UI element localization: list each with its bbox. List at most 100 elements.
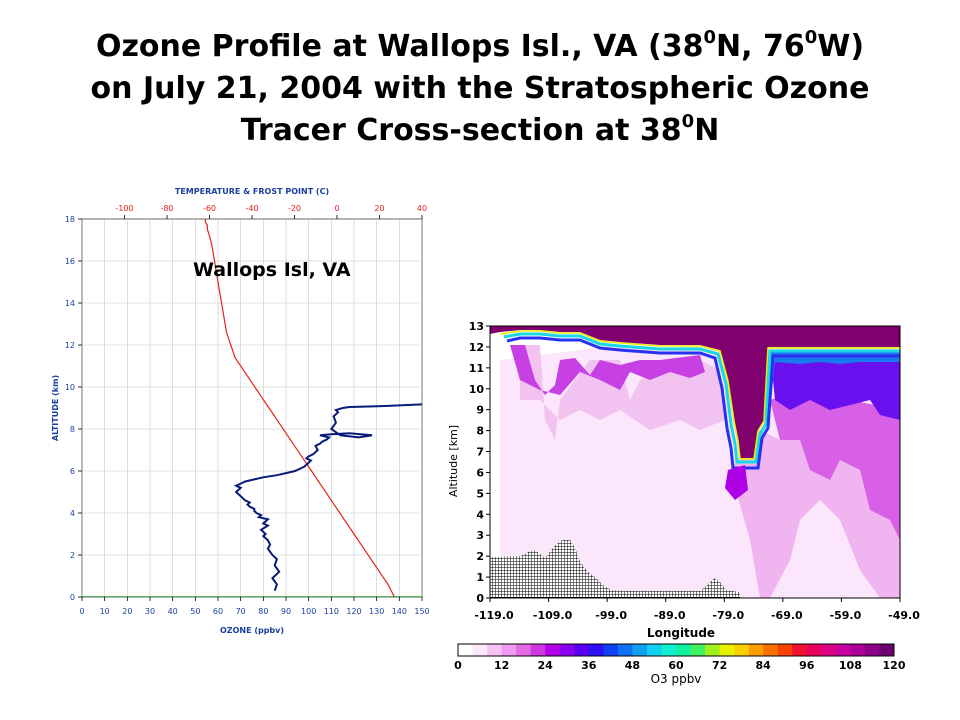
cross-section-y-tick-label: 0 xyxy=(476,592,484,605)
heatmap-stratosphere xyxy=(490,326,900,458)
colorbar-swatch xyxy=(603,644,619,656)
title-text: N xyxy=(694,113,720,148)
profile-grid xyxy=(81,218,423,598)
colorbar-swatch xyxy=(574,644,590,656)
profile-y-tick-label: 0 xyxy=(70,593,75,602)
cross-section-plot-area xyxy=(489,325,901,599)
cross-section-y-axis-title: Altitude [km] xyxy=(447,425,460,497)
title-text: Tracer Cross-section at 38 xyxy=(240,113,682,148)
colorbar-swatch xyxy=(719,644,735,656)
profile-y-tick-label: 6 xyxy=(70,467,75,476)
profile-top-tick-label: -20 xyxy=(288,204,301,213)
colorbar-tick-label: 60 xyxy=(668,659,684,672)
colorbar-swatch xyxy=(646,644,662,656)
profile-x-tick-label: 140 xyxy=(392,607,407,616)
profile-x-tick-label: 50 xyxy=(190,607,200,616)
profile-top-tick-label: 40 xyxy=(417,204,427,213)
profile-x-tick-label: 70 xyxy=(236,607,246,616)
cross-section-y-tick-label: 2 xyxy=(476,550,484,563)
cross-section-y-tick-label: 13 xyxy=(469,320,484,333)
profile-x-tick-label: 30 xyxy=(145,607,155,616)
colorbar-swatch xyxy=(545,644,561,656)
profile-top-tick-label: -40 xyxy=(245,204,258,213)
colorbar-tick-label: 84 xyxy=(756,659,772,672)
colorbar-label: O3 ppbv xyxy=(651,672,702,686)
colorbar-swatch xyxy=(705,644,721,656)
colorbar-swatch xyxy=(559,644,575,656)
colorbar-swatch xyxy=(835,644,851,656)
profile-x-tick-label: 90 xyxy=(281,607,291,616)
colorbar-swatch xyxy=(487,644,503,656)
cross-section-y-tick-label: 7 xyxy=(476,446,484,459)
temperature-series-line xyxy=(204,219,395,597)
colorbar-swatch xyxy=(821,644,837,656)
profile-x-tick-label: 150 xyxy=(414,607,429,616)
colorbar-ticks: 0 12 24 36 48 60 72 84 96 108 120 xyxy=(454,659,906,672)
colorbar-swatch xyxy=(501,644,517,656)
heatmap-mid-region-left xyxy=(510,345,705,395)
cross-section-y-tick-label: 6 xyxy=(476,466,484,479)
cross-section-y-tick-label: 3 xyxy=(476,529,484,542)
cross-section-x-tick-label: -99.0 xyxy=(595,609,627,622)
profile-top-tick-label: -80 xyxy=(160,204,173,213)
colorbar-tick-label: 108 xyxy=(839,659,862,672)
cross-section-x-axis-title: Longitude xyxy=(647,626,715,640)
cross-section-y-tick-label: 10 xyxy=(469,383,485,396)
terrain-hatch xyxy=(490,540,740,598)
profile-y-ticks: 0 2 4 6 8 10 12 14 16 18 xyxy=(65,215,82,602)
colorbar-swatch xyxy=(458,644,474,656)
profile-top-tick-label: 20 xyxy=(374,204,384,213)
colorbar-tick-label: 36 xyxy=(581,659,597,672)
profile-x-tick-label: 100 xyxy=(301,607,316,616)
title-text: W) xyxy=(817,29,865,64)
title-text: on July 21, 2004 with the Stratospheric … xyxy=(90,71,870,106)
profile-y-tick-label: 10 xyxy=(65,383,75,392)
profile-top-axis-title: TEMPERATURE & FROST POINT (C) xyxy=(175,187,329,196)
cross-section-y-tick-label: 1 xyxy=(476,571,484,584)
cross-section-y-tick-label: 11 xyxy=(469,362,484,375)
profile-x-tick-label: 110 xyxy=(324,607,339,616)
colorbar-swatch xyxy=(617,644,633,656)
title-line: on July 21, 2004 with the Stratospheric … xyxy=(0,68,960,110)
colorbar-swatch xyxy=(792,644,808,656)
colorbar-tick-label: 24 xyxy=(538,659,554,672)
colorbar-tick-label: 72 xyxy=(712,659,727,672)
cross-section-x-tick-label: -49.0 xyxy=(888,609,920,622)
profile-x-tick-label: 20 xyxy=(122,607,132,616)
colorbar-swatch xyxy=(763,644,779,656)
profile-x-tick-label: 80 xyxy=(258,607,268,616)
colorbar-swatch xyxy=(588,644,604,656)
colorbar-swatch xyxy=(661,644,677,656)
profile-y-tick-label: 18 xyxy=(65,215,75,224)
cross-section-x-tick-label: -109.0 xyxy=(533,609,573,622)
cross-section-y-tick-label: 12 xyxy=(469,341,484,354)
colorbar-tick-label: 48 xyxy=(625,659,640,672)
title-superscript: 0 xyxy=(804,27,818,48)
colorbar-tick-label: 120 xyxy=(883,659,906,672)
cross-section-x-ticks: -119.0 -109.0 -99.0 -89.0 -79.0 -69.0 -59.0 -49… xyxy=(474,598,920,622)
colorbar-swatch xyxy=(777,644,793,656)
colorbar-swatch xyxy=(864,644,880,656)
profile-y-tick-label: 14 xyxy=(65,299,75,308)
title-text: N, 76 xyxy=(716,29,805,64)
profile-x-tick-label: 60 xyxy=(213,607,223,616)
colorbar-swatch xyxy=(632,644,648,656)
profile-y-tick-label: 4 xyxy=(70,509,75,518)
profile-y-tick-label: 12 xyxy=(65,341,75,350)
cross-section-y-tick-label: 4 xyxy=(476,508,484,521)
title-text: Ozone Profile at Wallops Isl., VA (38 xyxy=(95,29,704,64)
cross-section-x-tick-label: -59.0 xyxy=(830,609,862,622)
colorbar-swatch xyxy=(516,644,532,656)
colorbar-swatch xyxy=(472,644,488,656)
profile-top-ticks: -100 -80 -60 -40 -20 0 20 40 xyxy=(115,204,427,219)
cross-section-y-tick-label: 9 xyxy=(476,404,484,417)
heatmap-mid-region-right xyxy=(770,390,900,540)
slide-title: Ozone Profile at Wallops Isl., VA (38 0N,… xyxy=(0,26,960,152)
heatmap-mid-patch xyxy=(725,465,748,500)
colorbar-swatch xyxy=(690,644,706,656)
colorbar-swatch xyxy=(879,644,895,656)
tropopause-rim xyxy=(499,330,900,460)
title-line: Ozone Profile at Wallops Isl., VA (38 0N,… xyxy=(0,26,960,68)
